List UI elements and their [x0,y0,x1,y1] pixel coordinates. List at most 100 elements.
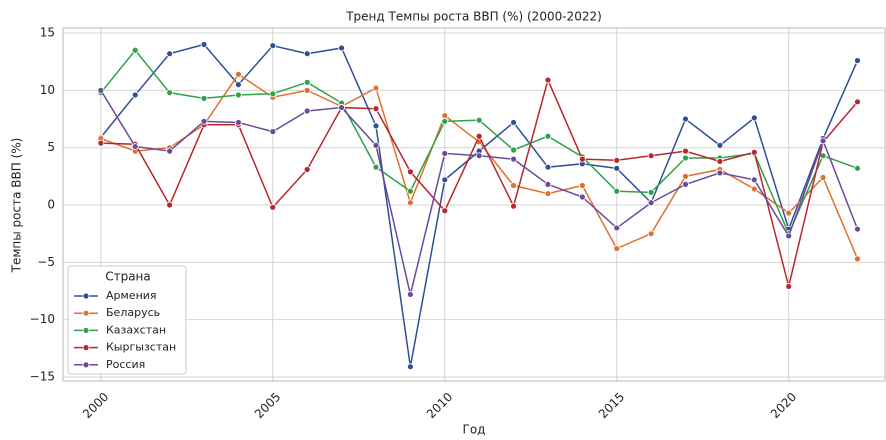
data-point [372,122,380,130]
data-point [613,224,621,232]
data-point [854,225,861,233]
data-point [647,189,655,196]
data-point [131,143,139,150]
legend-marker [82,344,90,352]
data-point [406,187,414,195]
data-point [750,114,758,122]
data-point [510,182,517,189]
data-point [303,50,311,58]
data-point [406,291,414,298]
data-point [338,44,345,52]
data-point [166,89,174,97]
data-point [441,207,449,215]
data-point [200,94,208,102]
data-point [682,147,689,155]
series-line [100,73,859,260]
data-point [716,169,724,177]
data-point [750,185,758,193]
data-point [97,86,105,94]
data-point [647,152,655,160]
y-tick-label: 5 [47,140,55,154]
data-point [372,141,380,149]
data-point [785,209,793,217]
data-point [854,98,861,106]
x-tick-label: 2020 [768,390,799,421]
data-point [338,104,345,111]
data-point [441,117,449,125]
data-point [750,148,758,156]
data-point [613,245,621,252]
data-point [682,115,689,123]
data-point [475,152,483,160]
data-point [578,193,586,201]
data-point [97,139,105,147]
legend-title: Страна [105,270,151,284]
data-point [200,117,208,125]
legend-marker [82,309,90,317]
data-point [269,128,277,136]
x-axis-label: Год [463,423,486,437]
legend: Страна Армения Беларусь Казахстан Кыргызстан… [67,265,187,375]
y-tick-label: 10 [40,83,55,97]
x-tick-label: 2005 [252,390,283,421]
data-point [544,180,552,188]
y-tick-label: −15 [30,369,55,383]
data-point [303,166,311,173]
data-point [819,137,827,145]
data-point [785,283,793,290]
data-point [269,203,277,211]
data-point [303,78,311,86]
data-point [544,76,552,84]
data-point [750,176,758,184]
x-tick-label: 2000 [80,390,111,421]
data-point [544,190,552,197]
data-point [854,164,861,172]
data-point [716,158,724,165]
data-point [131,46,139,54]
data-point [441,176,449,184]
data-point [235,91,242,99]
y-tick-label: −10 [30,312,55,326]
data-point [235,81,242,89]
data-point [303,86,311,94]
data-point [510,202,517,210]
y-tick-label: 0 [47,198,55,212]
data-point [475,116,483,124]
data-point [613,164,621,172]
y-tick-label: −5 [37,255,55,269]
data-point [510,119,517,126]
legend-label: Беларусь [106,306,160,319]
data-point [544,132,552,140]
data-point [682,154,689,162]
data-point [406,363,414,371]
data-point [372,105,380,113]
data-point [854,57,861,64]
data-point [441,112,449,119]
data-point [819,174,827,181]
data-point [303,107,311,115]
data-point [510,155,517,163]
data-point [682,172,689,180]
plot-frame [62,27,886,382]
data-point [716,141,724,149]
data-point [510,146,517,154]
x-tick-label: 2015 [596,390,627,421]
y-axis-label: Темпы роста ВВП (%) [10,138,24,274]
data-point [166,50,174,58]
data-point [475,132,483,140]
data-point [131,91,139,99]
data-point [166,147,174,155]
data-point [441,150,449,157]
series-line [100,43,859,367]
legend-marker [82,326,90,334]
data-point [578,155,586,163]
legend-label: Кыргызстан [106,341,176,354]
data-point [372,84,380,92]
data-point [682,180,689,188]
data-point [544,163,552,171]
y-tick-label: 15 [40,26,55,40]
data-point [235,70,242,78]
data-point [613,156,621,164]
data-point [854,255,861,263]
